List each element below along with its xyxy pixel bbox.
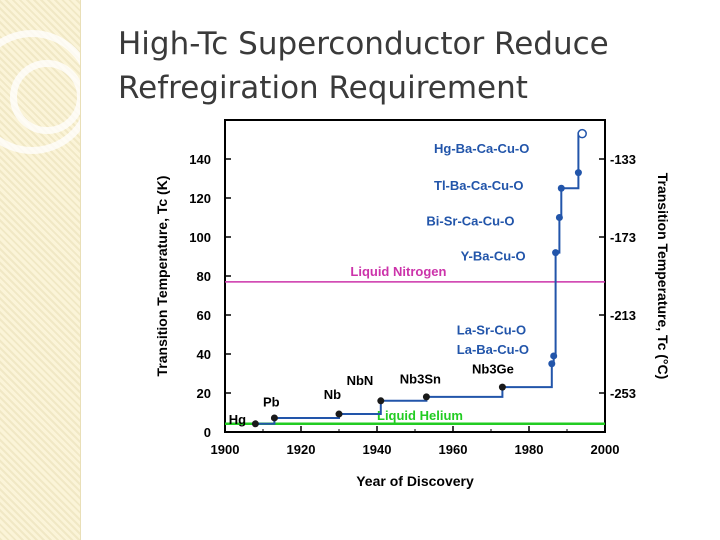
decorative-side-strip <box>0 0 94 540</box>
right-tick-label: -253 <box>610 386 636 401</box>
data-point <box>335 410 343 418</box>
y-tick-label: 60 <box>197 308 211 323</box>
strip-divider <box>80 0 81 540</box>
decorative-ring <box>10 60 84 134</box>
data-point <box>270 414 278 422</box>
point-label: Nb3Sn <box>400 371 441 386</box>
right-tick-label: -213 <box>610 308 636 323</box>
data-point <box>251 420 259 428</box>
y-tick-label: 20 <box>197 386 211 401</box>
data-point <box>377 397 385 405</box>
slide-title-line-2: Refregiration Requirement <box>118 70 528 106</box>
point-label: Nb3Ge <box>472 362 514 377</box>
x-tick-label: 1960 <box>439 442 468 457</box>
x-tick-label: 2000 <box>591 442 620 457</box>
y-tick-label: 0 <box>204 425 211 440</box>
x-tick-label: 1980 <box>515 442 544 457</box>
liquid-nitrogen-label: Liquid Nitrogen <box>350 264 446 279</box>
y-tick-label: 100 <box>189 230 211 245</box>
point-label: Hg-Ba-Ca-Cu-O <box>434 141 529 156</box>
data-point <box>550 352 558 360</box>
y-tick-label: 40 <box>197 347 211 362</box>
y-tick-label: 80 <box>197 269 211 284</box>
data-point <box>557 184 565 192</box>
y-tick-label: 140 <box>189 152 211 167</box>
decorative-ring <box>0 30 94 154</box>
right-tick-label: -173 <box>610 230 636 245</box>
right-tick-label: -133 <box>610 152 636 167</box>
slide-title-line-1: High-Tc Superconductor Reduce <box>118 26 609 62</box>
point-label: Pb <box>263 395 280 410</box>
y-axis-title: Transition Temperature, Tc (K) <box>154 176 170 377</box>
point-label: Nb <box>324 387 341 402</box>
data-point <box>552 249 560 257</box>
right-axis-title: Transition Temperature, Tc (°C) <box>655 173 671 380</box>
point-label: Bi-Sr-Ca-Cu-O <box>426 213 514 228</box>
point-label: Tl-Ba-Ca-Cu-O <box>434 178 524 193</box>
data-point <box>498 383 506 391</box>
x-tick-label: 1940 <box>363 442 392 457</box>
x-tick-label: 1920 <box>287 442 316 457</box>
liquid-helium-label: Liquid Helium <box>377 408 463 423</box>
x-axis-title: Year of Discovery <box>356 473 474 489</box>
point-label: La-Ba-Cu-O <box>457 342 529 357</box>
y-tick-label: 120 <box>189 191 211 206</box>
point-label: NbN <box>347 373 374 388</box>
tc-history-chart: 1900 1920 1940 1960 1980 2000 0 20 40 60 80 100 120 1… <box>154 119 671 489</box>
data-point <box>574 169 582 177</box>
slide-title: High-Tc Superconductor Reduce Refregirat… <box>118 22 678 110</box>
data-point <box>555 214 563 221</box>
point-label: Hg <box>229 412 246 427</box>
data-point <box>548 360 556 368</box>
point-label: La-Sr-Cu-O <box>457 323 526 338</box>
point-label: Y-Ba-Cu-O <box>461 248 526 263</box>
x-tick-label: 1900 <box>211 442 240 457</box>
data-point <box>422 393 430 401</box>
data-point-open <box>577 128 587 139</box>
